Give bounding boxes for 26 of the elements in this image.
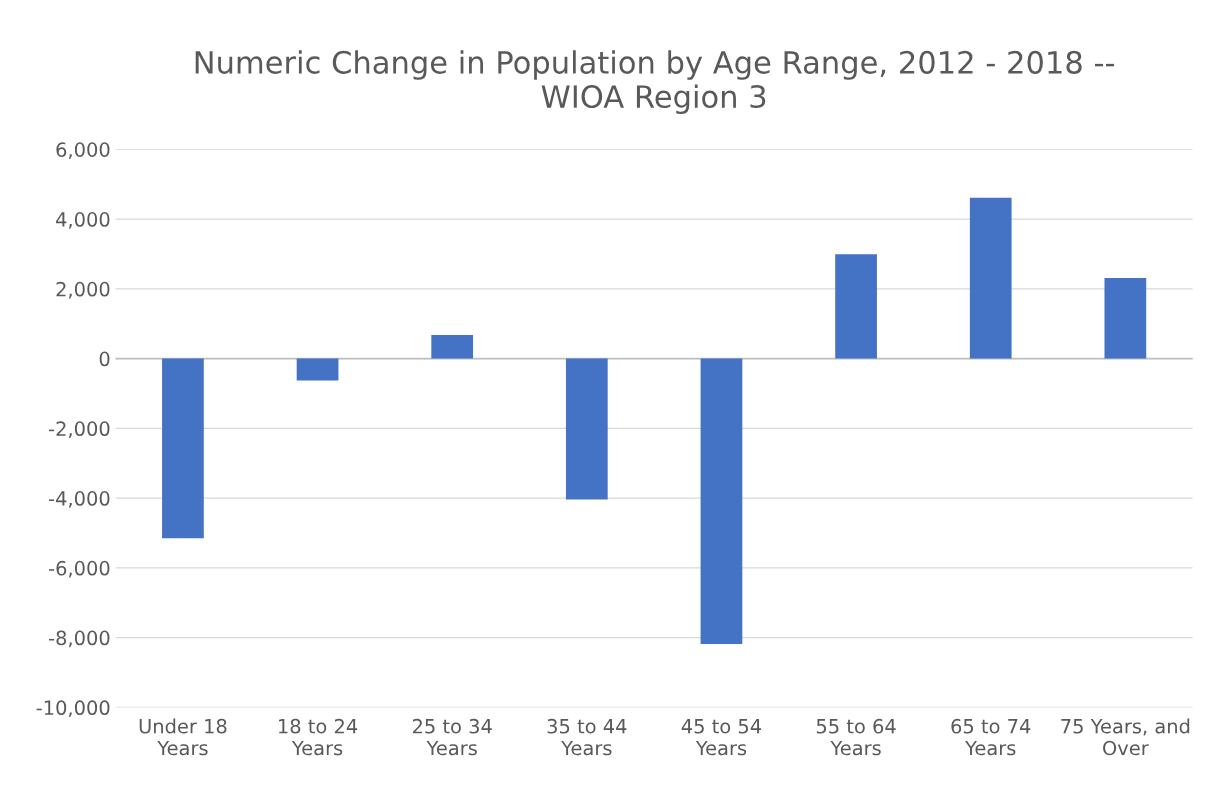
x-tick-label: Under 18 Years — [139, 718, 227, 756]
x-tick-label: 55 to 64 Years — [816, 718, 896, 756]
bar — [162, 358, 204, 539]
y-tick-label: 6,000 — [56, 142, 110, 159]
bar — [969, 197, 1012, 359]
y-tick-label: -6,000 — [49, 560, 110, 578]
y-tick-label: -4,000 — [49, 491, 110, 508]
bar — [296, 358, 339, 381]
chart-title: Numeric Change in Population by Age Range, 2012 - 2018 -- WIOA Region 3 — [195, 50, 1115, 115]
bar — [835, 254, 877, 359]
y-tick-label: -8,000 — [49, 630, 110, 648]
y-tick-label: -2,000 — [49, 421, 110, 439]
x-tick-label: 75 Years, and Over — [1061, 718, 1190, 756]
y-tick-label: 0 — [99, 351, 110, 367]
y-tick-label: 4,000 — [56, 212, 110, 229]
y-tick-label: 2,000 — [56, 281, 110, 299]
bar — [431, 334, 474, 359]
bar — [700, 358, 743, 644]
x-tick-label: 35 to 44 Years — [547, 718, 627, 756]
y-tick-label: -10,000 — [36, 700, 110, 718]
x-tick-label: 45 to 54 Years — [681, 719, 762, 756]
bar — [565, 358, 608, 500]
x-tick-label: 25 to 34 Years — [412, 718, 492, 756]
x-tick-label: 18 to 24 Years — [279, 718, 358, 756]
bar — [1104, 278, 1147, 359]
x-tick-label: 65 to 74 Years — [951, 718, 1031, 756]
